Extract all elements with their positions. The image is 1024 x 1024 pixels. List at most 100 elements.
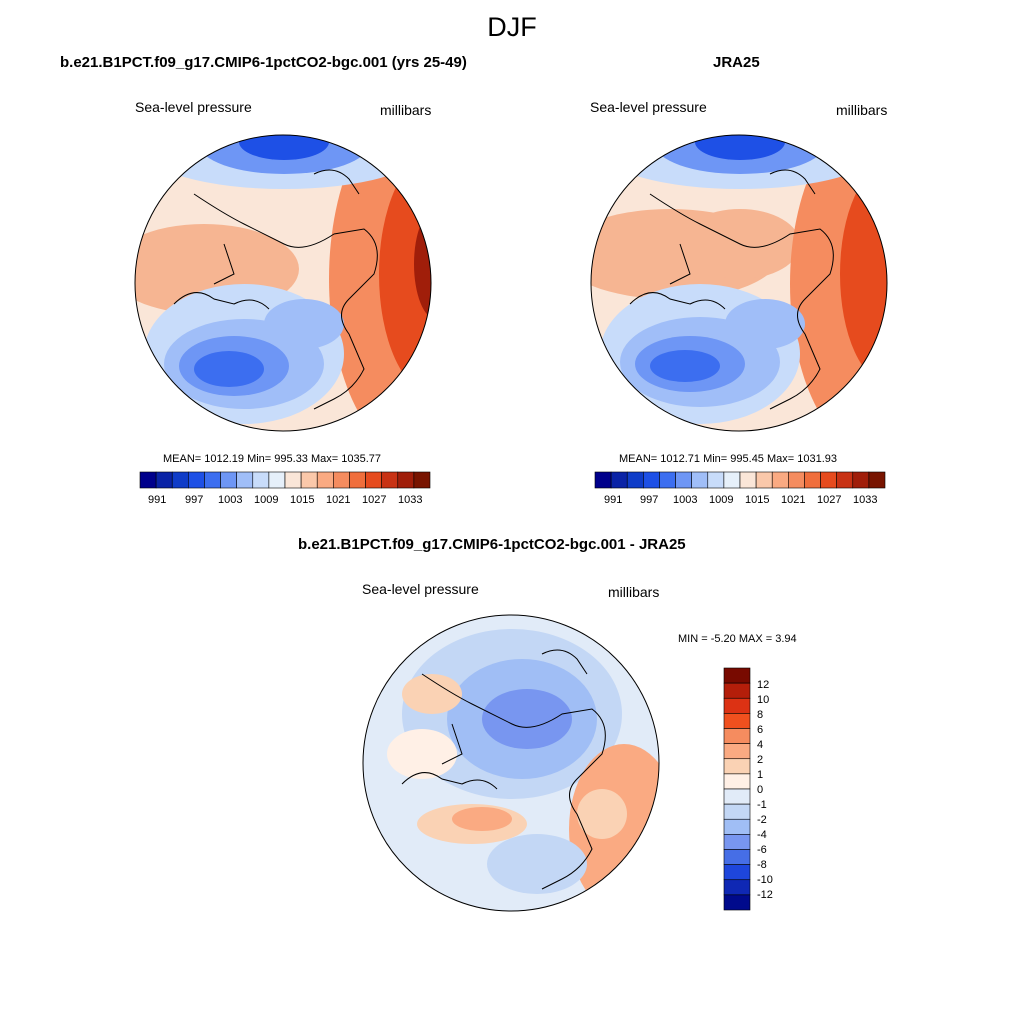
- colorbar-swatch: [284, 471, 302, 489]
- colorbar-swatch: [300, 471, 318, 489]
- panel-1-tick: 1015: [290, 494, 315, 506]
- colorbar-swatch: [643, 471, 660, 489]
- colorbar-swatch: [723, 758, 751, 775]
- colorbar-swatch: [691, 471, 709, 489]
- colorbar-swatch: [739, 471, 757, 489]
- colorbar-swatch: [723, 713, 751, 729]
- colorbar-swatch: [626, 471, 644, 489]
- panel-1-tick: 1021: [326, 494, 351, 506]
- colorbar-swatch: [171, 471, 189, 489]
- colorbar-swatch: [723, 471, 741, 489]
- diff-tick: 12: [757, 679, 770, 691]
- diff-tick: 2: [757, 754, 764, 766]
- panel-2-stats: MEAN= 1012.71 Min= 995.45 Max= 1031.93: [619, 453, 838, 465]
- colorbar-swatch: [381, 471, 399, 489]
- panel-2-tick: 1027: [817, 494, 842, 506]
- diff-tick: 0: [757, 784, 764, 796]
- diff-tick: -12: [757, 889, 773, 901]
- colorbar-swatch: [220, 471, 237, 489]
- colorbar-swatch: [236, 471, 254, 489]
- diff-tick: -4: [757, 829, 767, 841]
- diff-tick: 1: [757, 769, 764, 781]
- panel-1-title: b.e21.B1PCT.f09_g17.CMIP6-1pctCO2-bgc.00…: [60, 54, 467, 71]
- diff-tick: -1: [757, 799, 767, 811]
- colorbar-swatch: [723, 849, 751, 865]
- colorbar-swatch: [397, 471, 415, 489]
- panel-1-tick: 1003: [218, 494, 243, 506]
- season-title: DJF: [487, 12, 537, 42]
- colorbar-swatch: [139, 471, 157, 489]
- colorbar-swatch: [723, 788, 751, 805]
- colorbar-swatch: [723, 773, 751, 790]
- panel-2-units: millibars: [836, 102, 888, 118]
- colorbar-swatch: [723, 879, 751, 896]
- panel-1-variable: Sea-level pressure: [135, 99, 252, 115]
- panel-1-tick: 997: [185, 494, 204, 506]
- colorbar-swatch: [788, 471, 805, 489]
- panel-2-colorbar: [594, 471, 886, 489]
- colorbar-swatch: [723, 818, 751, 835]
- diff-colorbar: [723, 667, 751, 911]
- colorbar-swatch: [771, 471, 789, 489]
- colorbar-swatch: [333, 471, 350, 489]
- colorbar-swatch: [659, 471, 676, 489]
- colorbar-swatch: [723, 894, 751, 911]
- colorbar-swatch: [316, 471, 334, 489]
- colorbar-swatch: [755, 471, 773, 489]
- panel-2-tick: 1021: [781, 494, 806, 506]
- panel-2-tick: 1003: [673, 494, 698, 506]
- colorbar-swatch: [204, 471, 221, 489]
- colorbar-swatch: [820, 471, 837, 489]
- colorbar-swatch: [868, 471, 886, 489]
- panel-1-tick: 991: [148, 494, 167, 506]
- panel-1-stats: MEAN= 1012.19 Min= 995.33 Max= 1035.77: [163, 453, 382, 465]
- diff-tick: 4: [757, 739, 764, 751]
- diff-tick: 10: [757, 694, 770, 706]
- panel-2-variable: Sea-level pressure: [590, 99, 707, 115]
- colorbar-swatch: [188, 471, 205, 489]
- diff-tick: -10: [757, 874, 773, 886]
- colorbar-swatch: [723, 834, 751, 850]
- colorbar-swatch: [268, 471, 286, 489]
- colorbar-swatch: [610, 471, 628, 489]
- colorbar-swatch: [723, 864, 751, 881]
- diff-panel-title: b.e21.B1PCT.f09_g17.CMIP6-1pctCO2-bgc.00…: [298, 536, 686, 553]
- diff-polar-map: [362, 614, 660, 912]
- colorbar-swatch: [836, 471, 854, 489]
- diff-tick: 6: [757, 724, 764, 736]
- colorbar-swatch: [723, 743, 751, 760]
- panel-2-tick: 1015: [745, 494, 770, 506]
- panel-1-colorbar: [139, 471, 431, 489]
- colorbar-swatch: [675, 471, 692, 489]
- panel-2-tick: 1009: [709, 494, 734, 506]
- panel-2-polar-map: [590, 134, 888, 432]
- panel-2-tick: 1033: [853, 494, 878, 506]
- colorbar-swatch: [413, 471, 431, 489]
- panel-1-tick: 1027: [362, 494, 387, 506]
- panel-2-tick: 997: [640, 494, 659, 506]
- panel-1-polar-map: [134, 134, 432, 432]
- panel-2-tick: 991: [604, 494, 623, 506]
- diff-panel-stats: MIN = -5.20 MAX = 3.94: [678, 633, 797, 645]
- colorbar-swatch: [723, 682, 751, 699]
- panel-1-units: millibars: [380, 102, 432, 118]
- panel-1-tick: 1009: [254, 494, 279, 506]
- panel-1-tick: 1033: [398, 494, 423, 506]
- panel-2-title: JRA25: [713, 54, 760, 71]
- colorbar-swatch: [723, 728, 751, 744]
- diff-panel-units: millibars: [608, 584, 660, 600]
- colorbar-swatch: [365, 471, 382, 489]
- colorbar-swatch: [707, 471, 725, 489]
- colorbar-swatch: [349, 471, 366, 489]
- colorbar-swatch: [594, 471, 612, 489]
- diff-tick: -8: [757, 859, 767, 871]
- colorbar-swatch: [723, 667, 751, 684]
- diff-tick: 8: [757, 709, 764, 721]
- diff-panel-variable: Sea-level pressure: [362, 581, 479, 597]
- diff-tick: -2: [757, 814, 767, 826]
- colorbar-swatch: [252, 471, 270, 489]
- diff-tick: -6: [757, 844, 767, 856]
- colorbar-swatch: [155, 471, 173, 489]
- colorbar-swatch: [852, 471, 870, 489]
- colorbar-swatch: [723, 803, 751, 820]
